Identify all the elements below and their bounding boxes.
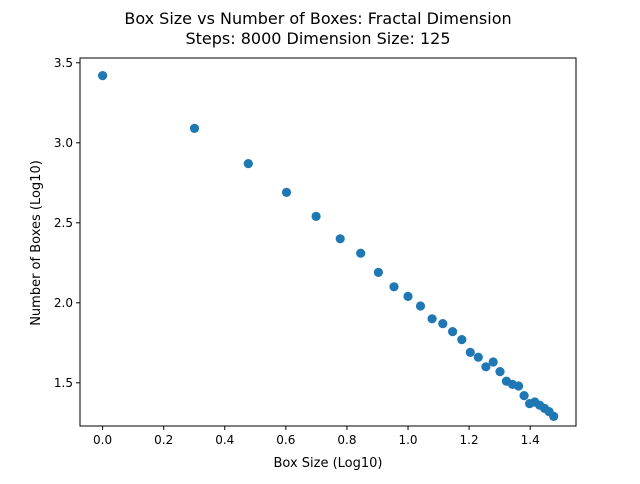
data-point	[481, 362, 491, 372]
y-tick-label: 3.0	[54, 136, 73, 150]
y-tick-label: 3.5	[54, 56, 73, 70]
y-tick-label: 2.5	[54, 216, 73, 230]
data-point	[311, 211, 321, 221]
data-point	[488, 357, 498, 367]
data-point	[373, 267, 383, 277]
x-tick-label: 0.8	[337, 433, 356, 447]
data-point	[415, 301, 426, 311]
data-point	[549, 411, 559, 421]
y-axis-label: Number of Boxes (Log10)	[29, 160, 44, 326]
data-point	[335, 234, 345, 244]
data-point	[457, 335, 467, 345]
data-point	[448, 327, 458, 337]
data-point	[403, 291, 413, 301]
data-point	[495, 367, 505, 377]
axes-frame	[79, 57, 577, 427]
data-point	[98, 71, 108, 81]
x-axis-ticks: 0.0 0.2 0.4 0.6 0.8 1.0 1.2 1.4	[93, 426, 540, 447]
data-point	[473, 352, 483, 362]
x-tick-label: 0.2	[154, 433, 173, 447]
data-point	[356, 248, 366, 258]
data-point	[514, 381, 524, 391]
data-point	[465, 347, 475, 357]
x-tick-label: 0.0	[93, 433, 112, 447]
x-tick-label: 0.4	[215, 433, 234, 447]
chart-title-line1: Box Size vs Number of Boxes: Fractal Dim…	[124, 9, 511, 28]
x-tick-label: 1.2	[460, 433, 479, 447]
data-point	[281, 187, 292, 197]
data-point	[427, 314, 437, 324]
data-points	[98, 71, 559, 421]
data-point	[438, 319, 448, 329]
y-tick-label: 2.0	[54, 296, 73, 310]
y-axis-ticks: 1.5 2.0 2.5 3.0 3.5	[54, 56, 80, 390]
chart-title-line2: Steps: 8000 Dimension Size: 125	[185, 29, 450, 48]
x-tick-label: 1.0	[398, 433, 417, 447]
y-tick-label: 1.5	[54, 376, 73, 390]
data-point	[189, 123, 200, 133]
data-point	[389, 282, 399, 292]
x-axis-label: Box Size (Log10)	[273, 456, 382, 471]
x-tick-label: 0.6	[276, 433, 295, 447]
x-tick-label: 1.4	[521, 433, 540, 447]
data-point	[519, 391, 529, 401]
data-point	[243, 159, 253, 169]
